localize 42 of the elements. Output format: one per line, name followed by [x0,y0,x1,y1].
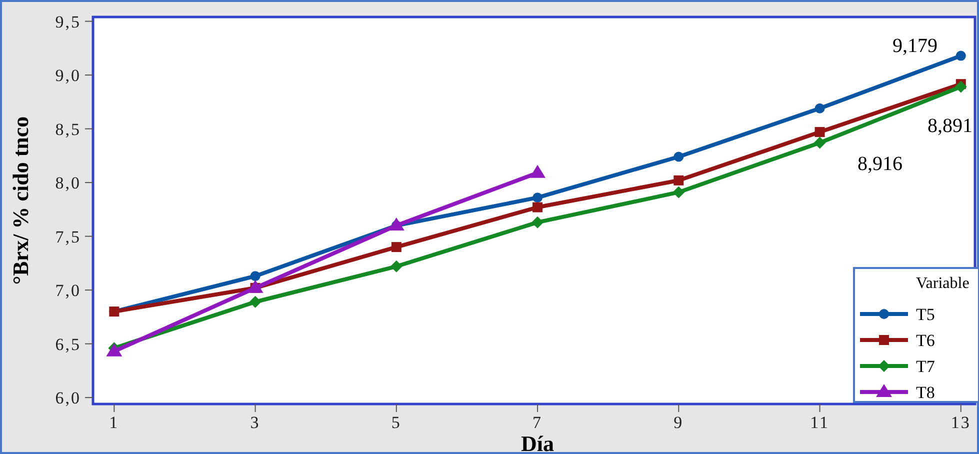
x-tick-label: 11 [810,413,830,432]
y-tick-label: 6,5 [55,334,81,354]
x-tick-label: 9 [674,413,684,432]
x-tick-label: 13 [950,413,971,432]
annotation: 8,916 [858,153,902,175]
point [814,136,826,149]
x-tick-label: 1 [109,413,120,432]
legend-title: Variable [916,275,970,292]
point [956,50,966,61]
point [388,218,404,231]
point [814,103,825,114]
point [250,271,260,282]
point [247,280,264,293]
x-tick-label: 3 [250,413,260,432]
y-tick-label: 8,5 [55,120,81,139]
point [532,216,544,228]
point [532,192,543,203]
point [954,80,967,93]
point [532,202,543,212]
point [814,127,825,138]
x-axis-title: Día [521,431,554,454]
point [672,186,685,198]
y-tick-label: 6,0 [55,388,81,408]
y-tick-label: 7,0 [55,281,81,300]
legend-label: T6 [916,330,935,350]
y-tick-label: 7,5 [55,227,81,246]
x-tick-label: 5 [391,413,402,432]
legend-label: T8 [916,382,935,402]
point [249,296,262,308]
point [674,175,684,186]
y-tick-label: 8,0 [55,174,81,192]
y-tick-label: 9,0 [55,66,81,85]
x-tick-label: 7 [532,413,543,432]
y-tick-label: 9,5 [55,12,81,32]
legend-label: T5 [916,304,935,324]
point [391,242,402,252]
annotation: 8,891 [928,115,972,137]
point [390,260,402,272]
legend-label: T7 [916,356,936,376]
annotation: 9,179 [892,35,938,57]
y-axis-title: °Brx/ % cido tnco [8,116,33,285]
point [674,152,684,162]
